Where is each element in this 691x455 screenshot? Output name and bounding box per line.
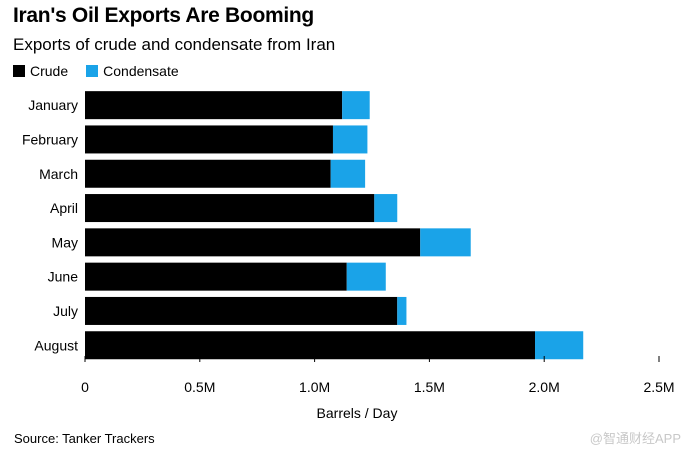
x-tick-label: 0.5M — [184, 379, 215, 395]
category-label-april: April — [50, 200, 78, 216]
legend-label-crude: Crude — [30, 63, 69, 79]
bar-condensate-april — [374, 194, 398, 223]
bar-condensate-june — [346, 262, 386, 291]
x-tick-label: 1.0M — [299, 379, 330, 395]
legend-swatch-condensate — [86, 65, 99, 77]
x-tick-label: 1.5M — [414, 379, 445, 395]
x-tick-label: 2.0M — [529, 379, 560, 395]
watermark: @智通财经APP — [589, 431, 681, 446]
category-label-august: August — [34, 337, 78, 353]
source-note: Source: Tanker Trackers — [14, 431, 155, 446]
legend: Crude Condensate — [13, 63, 197, 79]
category-label-january: January — [28, 97, 78, 113]
x-tick-label: 2.5M — [643, 379, 674, 395]
category-label-june: June — [48, 269, 79, 285]
chart-title: Iran's Oil Exports Are Booming — [13, 4, 314, 27]
bar-crude-january — [85, 91, 343, 120]
category-label-march: March — [39, 166, 78, 182]
legend-label-condensate: Condensate — [103, 63, 179, 79]
category-label-february: February — [22, 131, 78, 147]
bar-condensate-february — [332, 125, 368, 154]
bar-crude-february — [85, 125, 333, 154]
bar-crude-march — [85, 159, 331, 188]
bar-crude-august — [85, 331, 536, 360]
bar-condensate-july — [397, 296, 407, 325]
bar-crude-april — [85, 194, 375, 223]
x-tick-label: 0 — [81, 379, 89, 395]
bar-crude-july — [85, 296, 398, 325]
bar-condensate-may — [420, 228, 471, 257]
bar-condensate-march — [330, 159, 366, 188]
chart-subtitle: Exports of crude and condensate from Ira… — [13, 35, 336, 54]
bar-crude-june — [85, 262, 347, 291]
bar-condensate-august — [535, 331, 584, 360]
x-axis-label: Barrels / Day — [317, 405, 398, 421]
category-label-may: May — [52, 234, 78, 250]
bar-crude-may — [85, 228, 421, 257]
legend-swatch-crude — [13, 65, 25, 77]
legend-item-condensate: Condensate — [86, 63, 179, 79]
category-label-july: July — [53, 303, 78, 319]
legend-item-crude: Crude — [13, 63, 68, 79]
bar-condensate-january — [342, 91, 370, 120]
